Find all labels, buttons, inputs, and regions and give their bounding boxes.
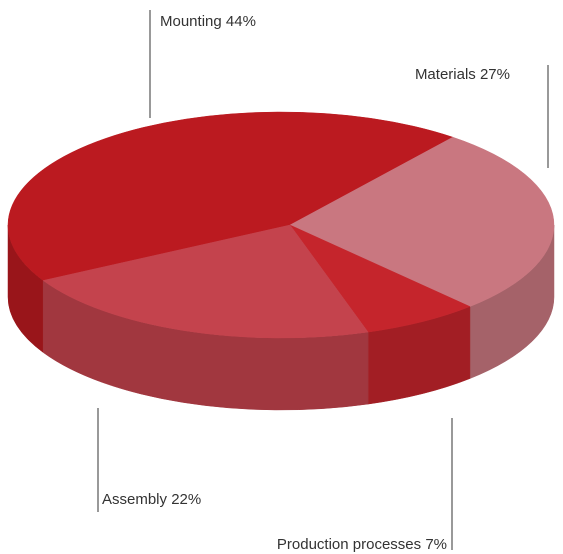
pie-slice (7, 111, 454, 281)
slice-value-label: 27% (480, 66, 510, 83)
pie-slice (289, 136, 555, 307)
slice-label: Assembly 22% (102, 491, 201, 508)
slice-category: Production processes (277, 536, 421, 553)
pie-slice (42, 224, 369, 339)
slice-value-label: 44% (226, 13, 256, 30)
pie-sides (7, 224, 555, 411)
slice-category: Materials (415, 66, 476, 83)
slice-label: Production processes 7% (277, 536, 447, 553)
slice-value-label: 7% (425, 536, 447, 553)
slice-category: Assembly (102, 491, 168, 508)
slice-label: Mounting 44% (160, 13, 256, 30)
slice-label: Materials 27% (415, 66, 510, 83)
slice-category: Mounting (160, 13, 222, 30)
slice-value-label: 22% (171, 491, 201, 508)
pie-slice (289, 224, 471, 333)
pie-tops (7, 111, 555, 339)
